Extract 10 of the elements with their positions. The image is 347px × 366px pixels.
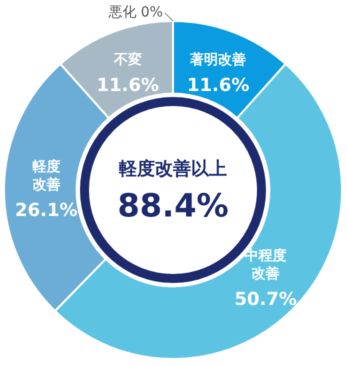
slice-label: 著明改善 bbox=[189, 51, 246, 68]
text: 軽度改善以上 bbox=[118, 158, 227, 180]
text: 88.4% bbox=[117, 186, 229, 224]
data-label: 50.7% bbox=[234, 289, 297, 310]
legend-label: 悪化 0% bbox=[107, 4, 163, 21]
data-label: 11.6% bbox=[186, 75, 250, 96]
data-label: 26.1% bbox=[15, 200, 78, 221]
data-label: 11.6% bbox=[96, 75, 160, 96]
slice-label: 不変 bbox=[112, 51, 142, 68]
slice-label: 軽度改善 bbox=[31, 158, 60, 193]
